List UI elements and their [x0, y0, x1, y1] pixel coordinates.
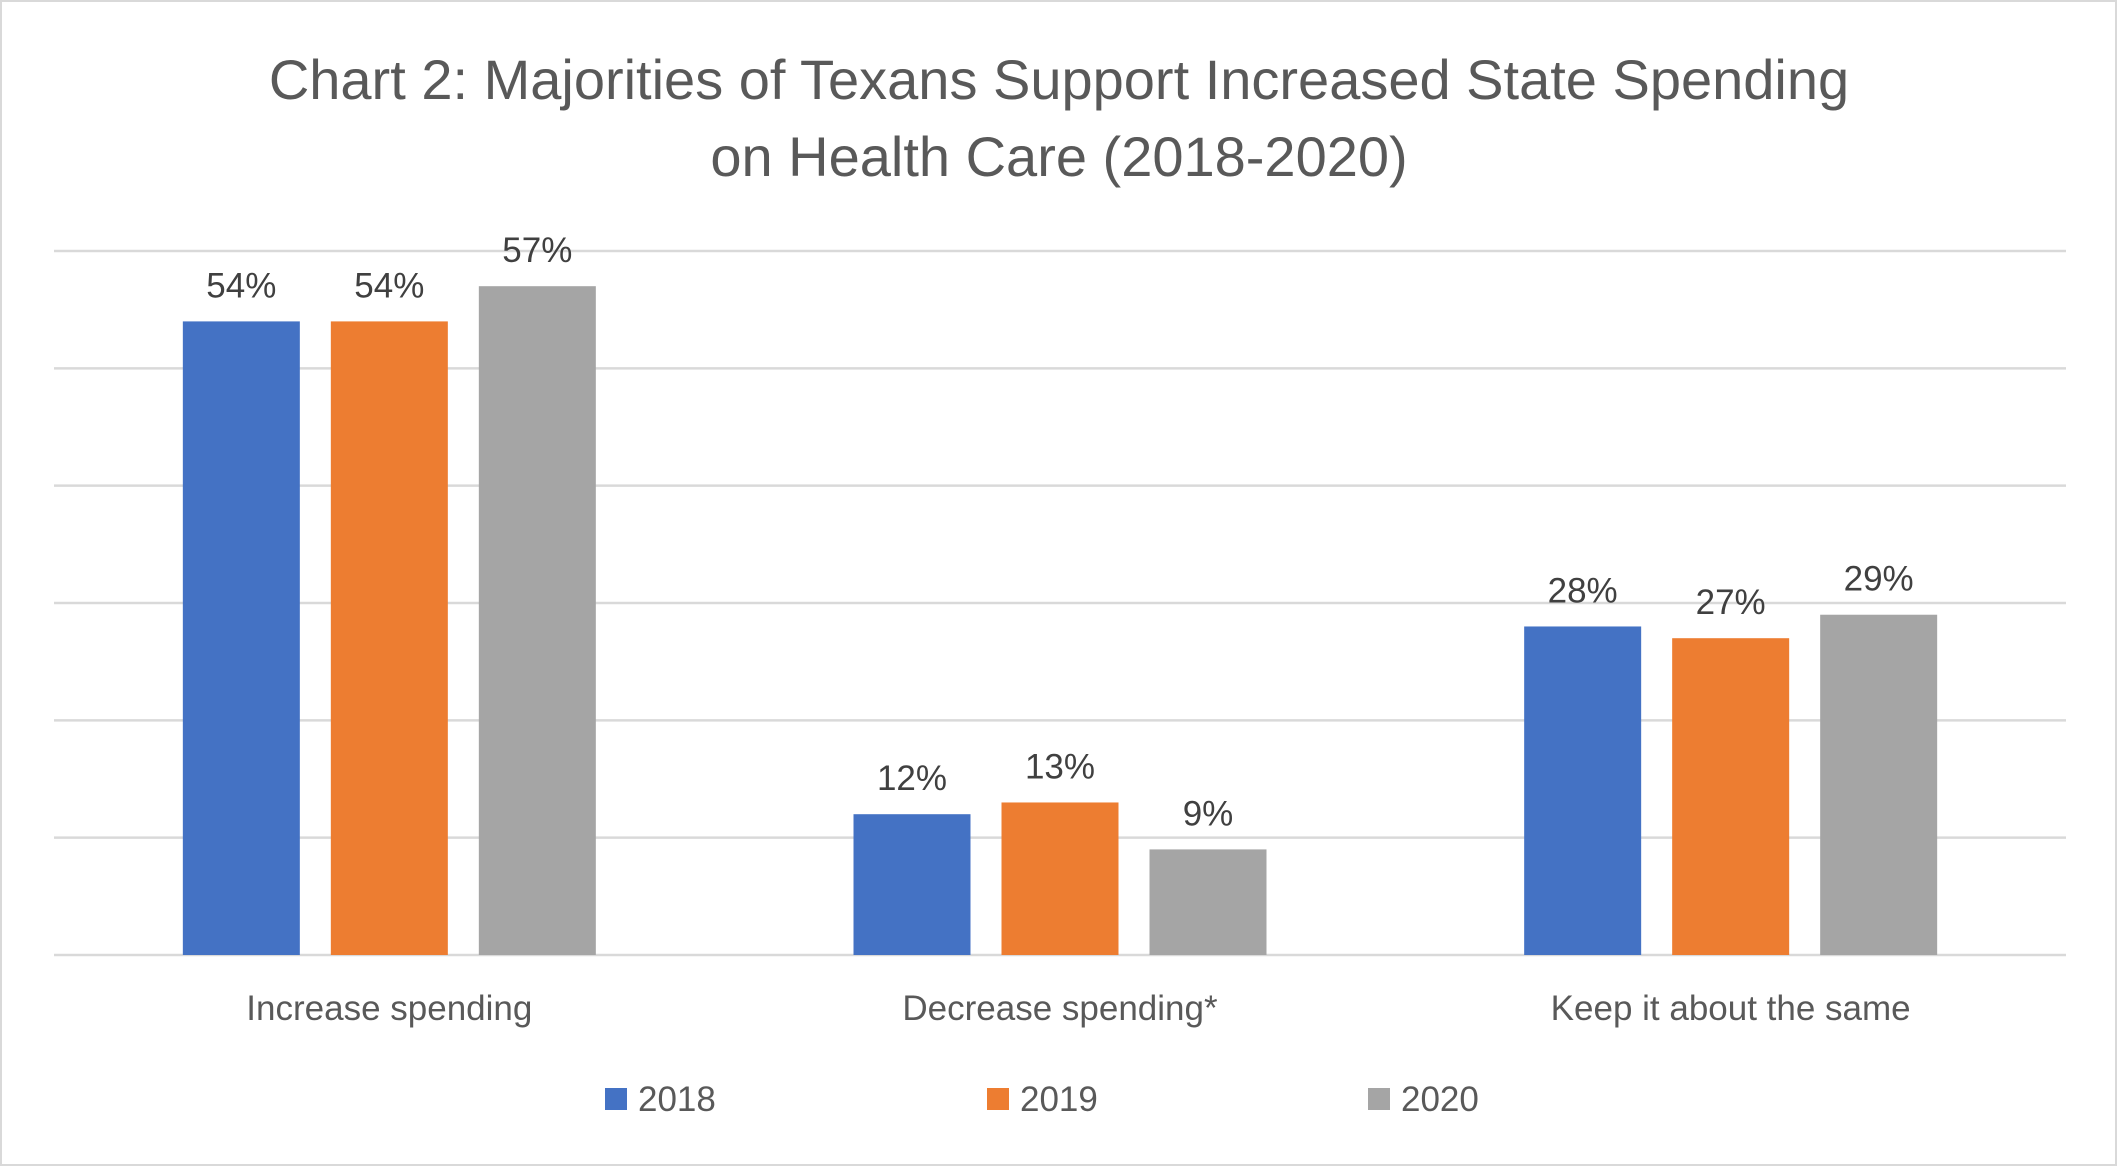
category-label: Increase spending [246, 989, 532, 1028]
category-label: Keep it about the same [1551, 989, 1911, 1028]
data-label: 12% [877, 759, 947, 798]
chart-title: Chart 2: Majorities of Texans Support In… [269, 48, 1849, 188]
data-label: 27% [1696, 583, 1766, 622]
bar-2018-2 [1524, 626, 1642, 955]
chart-title-line-2: on Health Care (2018-2020) [710, 125, 1407, 188]
legend-label-2018: 2018 [638, 1080, 716, 1119]
data-label: 28% [1548, 571, 1618, 610]
bar-2020-1 [1149, 849, 1267, 955]
data-labels: 54% 54% 57% 12% 13% 9% 28% 27% 29% [206, 231, 1913, 833]
data-label: 57% [502, 231, 572, 270]
bars [182, 286, 1938, 955]
bar-2020-2 [1820, 614, 1938, 955]
data-label: 29% [1844, 560, 1914, 599]
bar-2018-1 [853, 814, 971, 955]
data-label: 54% [206, 266, 276, 305]
chart-title-line-1: Chart 2: Majorities of Texans Support In… [269, 48, 1849, 111]
legend-swatch-2018 [605, 1088, 627, 1110]
legend-label-2020: 2020 [1401, 1080, 1479, 1119]
category-label: Decrease spending* [902, 989, 1218, 1028]
data-label: 54% [354, 266, 424, 305]
legend: 2018 2019 2020 [605, 1080, 1479, 1119]
data-label: 9% [1183, 794, 1234, 833]
legend-label-2019: 2019 [1020, 1080, 1098, 1119]
bar-2019-2 [1672, 638, 1790, 955]
bar-2020-0 [478, 286, 596, 955]
legend-swatch-2019 [987, 1088, 1009, 1110]
legend-swatch-2020 [1368, 1088, 1390, 1110]
data-label: 13% [1025, 747, 1095, 786]
category-labels: Increase spending Decrease spending* Keep … [246, 989, 1910, 1028]
bar-2019-1 [1001, 802, 1119, 955]
bar-2019-0 [330, 321, 448, 955]
bar-2018-0 [182, 321, 300, 955]
